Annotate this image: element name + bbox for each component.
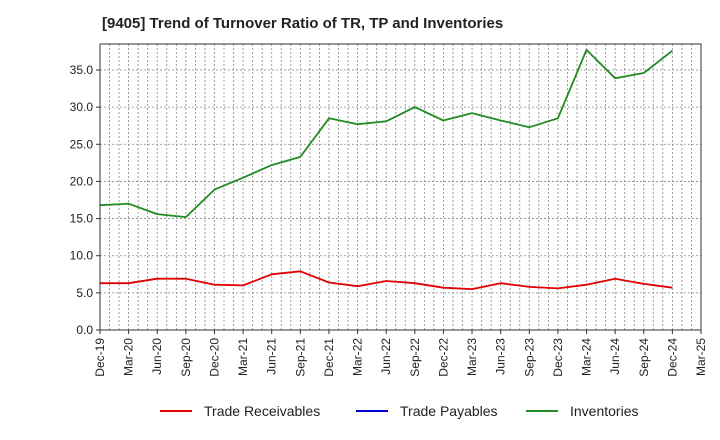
axis-ticks: 0.0 5.0 10.0 15.0 20.0 25.0 30.0 35.0 Dec-19 Mar-… xyxy=(70,63,708,377)
x-tick-label: Dec-24 xyxy=(665,338,679,377)
y-tick-label: 5.0 xyxy=(76,286,93,300)
x-tick-label: Mar-23 xyxy=(465,338,479,376)
x-tick-label: Dec-19 xyxy=(93,338,107,377)
x-tick-label: Jun-20 xyxy=(150,338,164,375)
legend-label-trade-payables: Trade Payables xyxy=(400,403,498,419)
x-tick-label: Dec-21 xyxy=(322,338,336,377)
x-tick-label: Jun-22 xyxy=(379,338,393,375)
x-tick-label: Dec-20 xyxy=(207,338,221,377)
x-tick-label: Jun-24 xyxy=(608,338,622,375)
y-tick-label: 20.0 xyxy=(70,174,94,188)
y-tick-label: 0.0 xyxy=(76,323,93,337)
x-tick-label: Jun-23 xyxy=(494,338,508,375)
legend-label-inventories: Inventories xyxy=(570,403,638,419)
x-tick-label: Mar-25 xyxy=(694,338,708,376)
y-tick-label: 10.0 xyxy=(70,249,94,263)
x-tick-label: Sep-24 xyxy=(637,338,651,377)
legend-label-trade-receivables: Trade Receivables xyxy=(204,403,320,419)
x-tick-label: Dec-22 xyxy=(436,338,450,377)
plot-frame xyxy=(99,43,702,331)
y-tick-label: 25.0 xyxy=(70,137,94,151)
x-tick-label: Jun-21 xyxy=(265,338,279,375)
x-tick-label: Mar-24 xyxy=(580,338,594,376)
x-tick-label: Sep-20 xyxy=(179,338,193,377)
x-tick-label: Mar-20 xyxy=(122,338,136,376)
grid-lines xyxy=(99,44,702,331)
y-tick-label: 15.0 xyxy=(70,212,94,226)
series-line-inventories xyxy=(99,49,673,219)
x-tick-label: Sep-22 xyxy=(408,338,422,377)
x-tick-label: Sep-21 xyxy=(293,338,307,377)
series-line-trade-receivables xyxy=(100,270,673,291)
x-tick-label: Dec-23 xyxy=(551,338,565,377)
chart-title: [9405] Trend of Turnover Ratio of TR, TP… xyxy=(102,15,504,32)
y-tick-label: 35.0 xyxy=(70,63,94,77)
y-tick-label: 30.0 xyxy=(70,100,94,114)
x-tick-label: Mar-21 xyxy=(236,338,250,376)
legend: Trade Receivables Trade Payables Inventori… xyxy=(160,403,638,419)
x-tick-label: Sep-23 xyxy=(522,338,536,377)
x-tick-label: Mar-22 xyxy=(351,338,365,376)
series-lines xyxy=(99,49,673,291)
